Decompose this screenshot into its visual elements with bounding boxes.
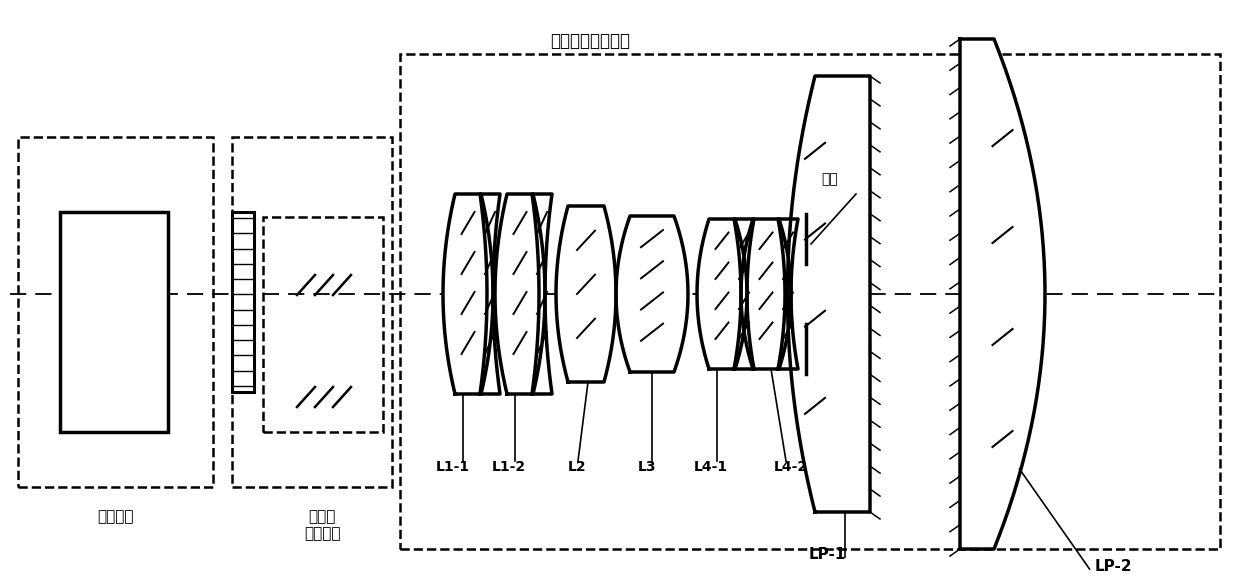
Text: L2: L2	[568, 460, 587, 474]
Text: 结构光
发射装置: 结构光 发射装置	[304, 509, 340, 541]
Polygon shape	[495, 194, 546, 394]
Polygon shape	[777, 219, 799, 369]
Polygon shape	[443, 194, 494, 394]
Bar	[232, 212, 254, 392]
Bar	[232, 137, 392, 487]
Bar	[60, 212, 167, 432]
Polygon shape	[787, 76, 870, 512]
Text: LP-1: LP-1	[808, 547, 846, 562]
Text: 光阑: 光阑	[821, 172, 838, 186]
Polygon shape	[480, 194, 500, 394]
Text: L1-2: L1-2	[492, 460, 526, 474]
Bar	[263, 217, 383, 432]
Text: L3: L3	[639, 460, 656, 474]
Text: L1-1: L1-1	[436, 460, 470, 474]
Polygon shape	[697, 219, 746, 369]
Polygon shape	[960, 39, 1045, 549]
Text: 全景环带投影物镜: 全景环带投影物镜	[551, 32, 630, 50]
Text: 投影光源: 投影光源	[97, 509, 134, 524]
Text: L4-2: L4-2	[774, 460, 808, 474]
Text: LP-2: LP-2	[1095, 559, 1132, 574]
Polygon shape	[556, 206, 616, 382]
Polygon shape	[734, 219, 754, 369]
Text: L4-1: L4-1	[694, 460, 728, 474]
Bar	[401, 54, 1220, 549]
Bar	[19, 137, 213, 487]
Polygon shape	[616, 216, 688, 372]
Polygon shape	[742, 219, 791, 369]
Polygon shape	[532, 194, 552, 394]
